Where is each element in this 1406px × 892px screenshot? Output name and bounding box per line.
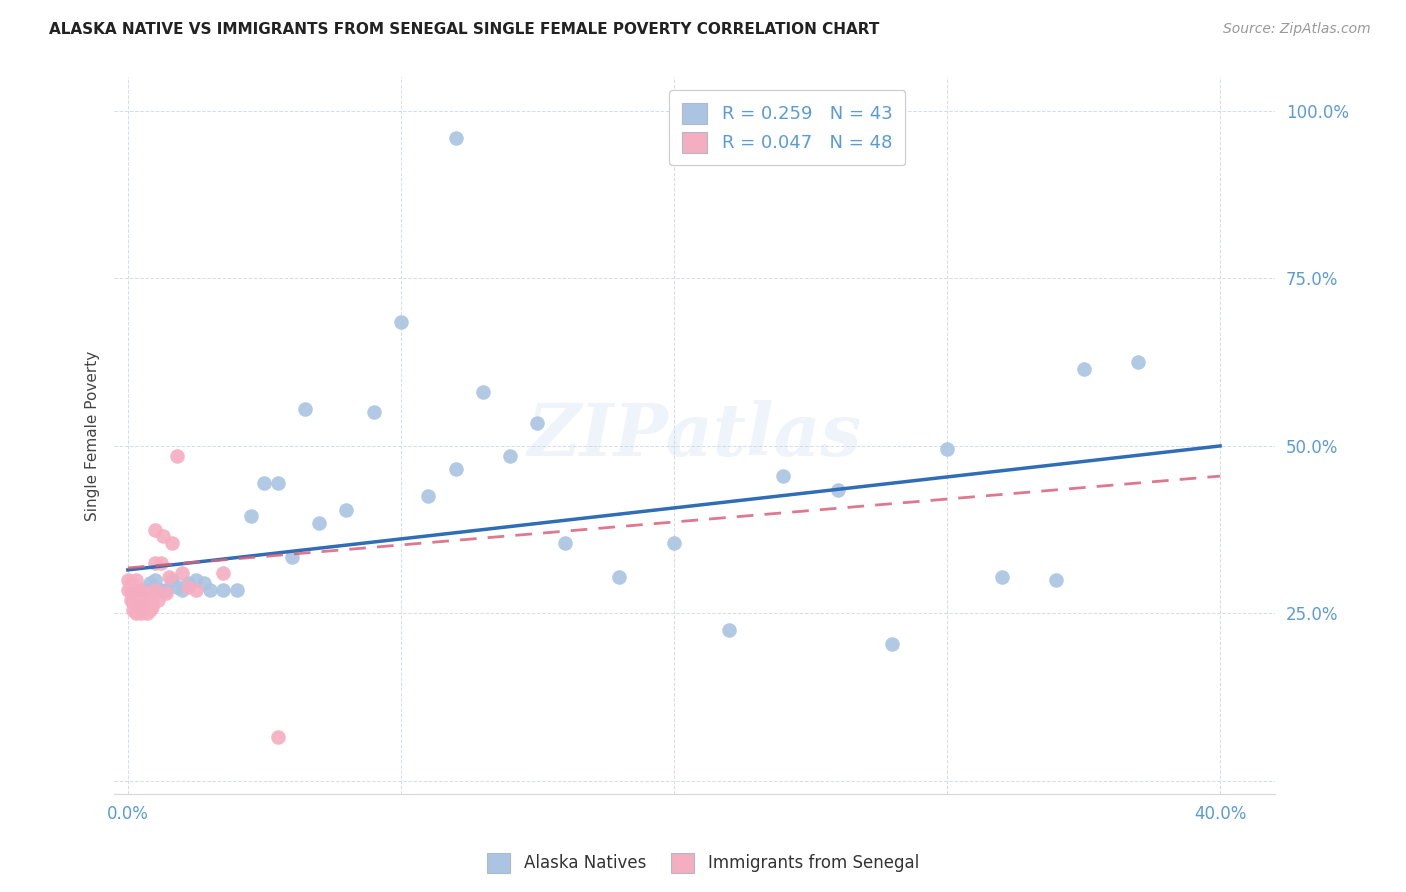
Point: [122, 590, 145, 604]
Point: [160, 536, 183, 550]
Point: [294, 402, 316, 417]
Point: [125, 590, 148, 604]
Point: [157, 569, 180, 583]
Point: [1045, 573, 1067, 587]
Point: [128, 586, 150, 600]
Point: [138, 596, 160, 610]
Point: [125, 607, 148, 621]
Point: [226, 582, 249, 597]
Point: [172, 566, 194, 581]
Point: [499, 449, 522, 463]
Point: [131, 607, 153, 621]
Point: [717, 624, 740, 638]
Text: Source: ZipAtlas.com: Source: ZipAtlas.com: [1223, 22, 1371, 37]
Point: [120, 576, 142, 591]
Point: [136, 596, 159, 610]
Point: [389, 315, 412, 329]
Point: [125, 573, 148, 587]
Point: [184, 573, 207, 587]
Point: [134, 590, 156, 604]
Point: [253, 475, 276, 490]
Point: [136, 607, 159, 621]
Point: [143, 523, 166, 537]
Point: [444, 462, 467, 476]
Point: [471, 385, 494, 400]
Point: [609, 569, 631, 583]
Point: [141, 599, 163, 614]
Point: [131, 593, 153, 607]
Point: [122, 596, 145, 610]
Text: ZIPatlas: ZIPatlas: [527, 401, 862, 471]
Point: [117, 573, 139, 587]
Y-axis label: Single Female Poverty: Single Female Poverty: [86, 351, 100, 521]
Point: [152, 529, 174, 543]
Point: [184, 582, 207, 597]
Point: [122, 593, 145, 607]
Point: [172, 582, 194, 597]
Point: [308, 516, 330, 530]
Point: [138, 586, 160, 600]
Point: [882, 637, 904, 651]
Point: [141, 593, 163, 607]
Point: [444, 130, 467, 145]
Point: [128, 599, 150, 614]
Point: [146, 593, 169, 607]
Point: [418, 489, 440, 503]
Point: [120, 593, 142, 607]
Point: [363, 405, 385, 419]
Point: [554, 536, 576, 550]
Point: [125, 582, 148, 597]
Point: [160, 573, 183, 587]
Point: [131, 582, 153, 597]
Point: [827, 483, 849, 497]
Point: [177, 576, 200, 591]
Point: [239, 509, 262, 524]
Point: [772, 469, 794, 483]
Point: [143, 582, 166, 597]
Point: [177, 580, 200, 594]
Point: [120, 582, 142, 597]
Text: ALASKA NATIVE VS IMMIGRANTS FROM SENEGAL SINGLE FEMALE POVERTY CORRELATION CHART: ALASKA NATIVE VS IMMIGRANTS FROM SENEGAL…: [49, 22, 880, 37]
Point: [122, 586, 145, 600]
Point: [280, 549, 302, 564]
Point: [128, 593, 150, 607]
Point: [117, 582, 139, 597]
Point: [335, 502, 357, 516]
Point: [149, 582, 172, 597]
Point: [193, 576, 215, 591]
Point: [1073, 362, 1095, 376]
Point: [138, 603, 160, 617]
Point: [267, 731, 290, 745]
Point: [134, 596, 156, 610]
Legend: R = 0.259   N = 43, R = 0.047   N = 48: R = 0.259 N = 43, R = 0.047 N = 48: [669, 90, 905, 165]
Point: [662, 536, 685, 550]
Point: [134, 582, 156, 597]
Legend: Alaska Natives, Immigrants from Senegal: Alaska Natives, Immigrants from Senegal: [481, 847, 925, 880]
Point: [138, 576, 160, 591]
Point: [155, 586, 177, 600]
Point: [212, 566, 235, 581]
Point: [198, 582, 221, 597]
Point: [128, 599, 150, 614]
Point: [936, 442, 959, 457]
Point: [143, 556, 166, 570]
Point: [122, 603, 145, 617]
Point: [131, 599, 153, 614]
Point: [166, 449, 188, 463]
Point: [212, 582, 235, 597]
Point: [134, 603, 156, 617]
Point: [125, 596, 148, 610]
Point: [136, 593, 159, 607]
Point: [990, 569, 1012, 583]
Point: [267, 475, 290, 490]
Point: [526, 416, 548, 430]
Point: [143, 573, 166, 587]
Point: [1128, 355, 1150, 369]
Point: [149, 556, 172, 570]
Point: [155, 582, 177, 597]
Point: [166, 580, 188, 594]
Point: [134, 586, 156, 600]
